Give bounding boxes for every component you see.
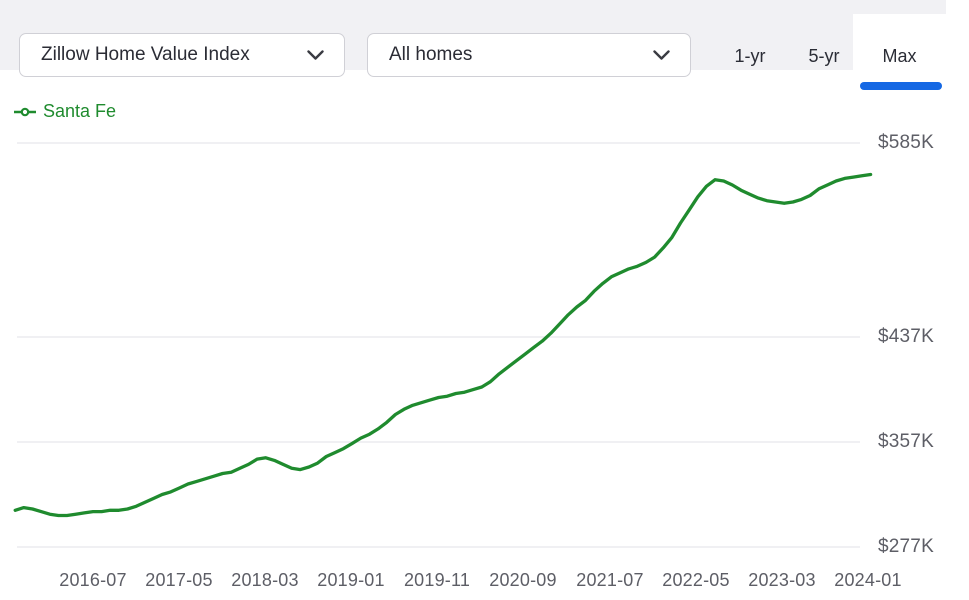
x-tick-label: 2018-03 bbox=[231, 570, 299, 590]
x-tick-label: 2024-01 bbox=[834, 570, 902, 590]
legend-series-label: Santa Fe bbox=[43, 101, 117, 121]
x-tick-label: 2019-11 bbox=[403, 570, 471, 590]
x-tick-label: 2019-01 bbox=[317, 570, 385, 590]
y-tick-label: $357K bbox=[878, 431, 934, 452]
x-tick-label: 2022-05 bbox=[662, 570, 730, 590]
tab-max-label: Max bbox=[882, 46, 917, 66]
x-tick-label: 2020-09 bbox=[489, 570, 557, 590]
tab-1yr[interactable]: 1-yr bbox=[734, 46, 766, 66]
home-type-dropdown-value: All homes bbox=[389, 44, 473, 65]
legend-item-santa-fe[interactable]: Santa Fe bbox=[14, 101, 116, 122]
metric-dropdown[interactable]: Zillow Home Value Index bbox=[19, 33, 345, 77]
active-tab-indicator bbox=[860, 82, 942, 90]
home-type-dropdown[interactable]: All homes bbox=[367, 33, 691, 77]
x-tick-label: 2021-07 bbox=[576, 570, 644, 590]
x-tick-label: 2023-03 bbox=[748, 570, 816, 590]
santa-fe-price-line bbox=[13, 172, 873, 518]
x-tick-label: 2017-05 bbox=[145, 570, 213, 590]
tab-max[interactable]: Max bbox=[853, 14, 946, 90]
y-tick-label: $277K bbox=[878, 536, 934, 557]
y-tick-label: $585K bbox=[878, 132, 934, 153]
metric-dropdown-value: Zillow Home Value Index bbox=[41, 44, 250, 65]
chevron-down-icon bbox=[653, 49, 670, 60]
x-tick-label: 2016-07 bbox=[59, 570, 127, 590]
y-tick-label: $437K bbox=[878, 326, 934, 347]
legend-line-marker-icon bbox=[14, 107, 36, 116]
tab-5yr[interactable]: 5-yr bbox=[808, 46, 840, 66]
chart-canvas[interactable] bbox=[0, 130, 969, 600]
chevron-down-icon bbox=[307, 49, 324, 60]
